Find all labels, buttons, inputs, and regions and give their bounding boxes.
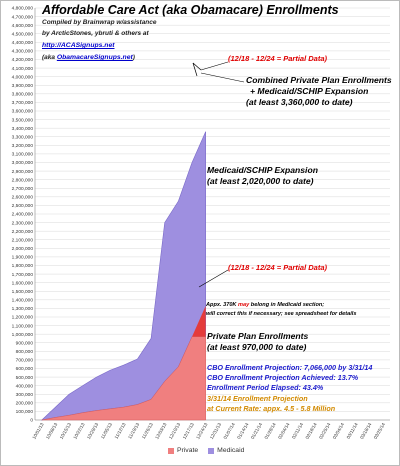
- credit-line-1: Compiled by Brainwrap w/assistance: [42, 19, 157, 26]
- legend-swatch-medicaid: [208, 447, 215, 454]
- y-tick-label: 4,400,000: [12, 40, 34, 46]
- cbo-line-3: Enrollment Period Elapsed: 43.4%: [207, 383, 324, 392]
- y-tick-label: 3,100,000: [12, 152, 34, 158]
- y-tick-label: 3,700,000: [12, 100, 34, 106]
- y-tick-label: 3,900,000: [12, 83, 34, 89]
- leader-line: [198, 269, 229, 288]
- y-tick-label: 2,700,000: [12, 186, 34, 192]
- y-tick-label: 1,900,000: [12, 255, 34, 261]
- leader-line: [200, 72, 245, 83]
- y-tick-label: 3,300,000: [12, 134, 34, 140]
- note-may: may: [238, 302, 250, 308]
- y-tick-label: 1,600,000: [12, 280, 34, 286]
- aka-prefix: (aka: [42, 54, 57, 61]
- y-tick-label: 4,000,000: [12, 74, 34, 80]
- legend-swatch-private: [168, 447, 174, 454]
- combined-line-3: (at least 3,360,000 to date): [246, 97, 353, 107]
- y-tick-label: 1,800,000: [12, 263, 34, 269]
- legend: Private Medicaid: [168, 447, 244, 454]
- y-tick-label: 1,100,000: [12, 323, 34, 329]
- y-tick-label: 2,100,000: [12, 237, 34, 243]
- y-tick-label: 400,000: [16, 383, 34, 389]
- y-tick-label: 4,100,000: [12, 66, 34, 72]
- y-tick-label: 1,400,000: [12, 298, 34, 304]
- aka-suffix: ): [132, 54, 135, 61]
- legend-item-private: Private: [168, 447, 198, 454]
- y-tick-label: 2,600,000: [12, 195, 34, 201]
- y-tick-label: 4,500,000: [12, 31, 34, 37]
- y-tick-label: 2,200,000: [12, 229, 34, 235]
- private-label-2: (at least 970,000 to date): [207, 342, 307, 352]
- combined-line-1: Combined Private Plan Enrollments: [246, 75, 392, 85]
- chart-title: Affordable Care Act (aka Obamacare) Enro…: [42, 3, 339, 17]
- y-tick-label: 2,900,000: [12, 169, 34, 175]
- legend-item-medicaid: Medicaid: [208, 447, 244, 454]
- y-axis: 0 100,000 200,000 300,000 400,000 500,000 600,…: [12, 6, 36, 424]
- leader-line: [192, 62, 202, 71]
- note-part-b: belong in Medicaid section;: [249, 302, 325, 308]
- y-tick-label: 500,000: [16, 375, 34, 381]
- projection-line-2: at Current Rate: appx. 4.5 - 5.8 Million: [207, 404, 336, 413]
- y-tick-label: 4,800,000: [12, 6, 34, 12]
- y-tick-label: 800,000: [16, 349, 34, 355]
- y-tick-label: 1,200,000: [12, 315, 34, 321]
- y-tick-label: 2,300,000: [12, 220, 34, 226]
- private-label-1: Private Plan Enrollments: [207, 331, 309, 341]
- y-tick-label: 200,000: [16, 401, 34, 407]
- y-tick-label: 900,000: [16, 340, 34, 346]
- y-tick-label: 2,400,000: [12, 212, 34, 218]
- leader-line: [192, 62, 198, 77]
- credit-line-2: by ArcticStones, ybruti & others at: [42, 30, 149, 37]
- y-tick-label: 1,500,000: [12, 289, 34, 295]
- y-tick-label: 0: [30, 418, 33, 424]
- y-tick-label: 1,300,000: [12, 306, 34, 312]
- aka-link[interactable]: ObamacareSignups.net: [56, 54, 133, 61]
- partial-data-mid: (12/18 - 12/24 = Partial Data): [228, 263, 328, 272]
- note-line-1: Appx. 370K may belong in Medicaid sectio…: [206, 302, 324, 308]
- y-tick-label: 2,500,000: [12, 203, 34, 209]
- cbo-line-2: CBO Enrollment Projection Achieved: 13.7…: [207, 373, 359, 382]
- legend-label-private: Private: [177, 447, 199, 454]
- y-tick-label: 4,700,000: [12, 14, 34, 20]
- y-tick-label: 2,000,000: [12, 246, 34, 252]
- aka-line: (aka ObamacareSignups.net): [42, 54, 135, 62]
- series-areas: [40, 131, 206, 421]
- private-partial-area: [192, 305, 206, 337]
- y-tick-label: 3,000,000: [12, 160, 34, 166]
- y-tick-label: 4,600,000: [12, 23, 34, 29]
- y-tick-label: 2,800,000: [12, 177, 34, 183]
- leader-line: [200, 61, 229, 71]
- medicaid-label-1: Medicaid/SCHIP Expansion: [207, 165, 318, 175]
- y-tick-label: 1,700,000: [12, 272, 34, 278]
- y-tick-label: 3,200,000: [12, 143, 34, 149]
- medicaid-label-2: (at least 2,020,000 to date): [207, 176, 314, 186]
- note-part-a: Appx. 370K: [206, 302, 239, 308]
- y-tick-label: 700,000: [16, 358, 34, 364]
- y-tick-label: 4,300,000: [12, 49, 34, 55]
- annotation-leaders: [192, 61, 245, 288]
- y-tick-label: 1,000,000: [12, 332, 34, 338]
- cbo-line-1: CBO Enrollment Projection: 7,066,000 by …: [207, 363, 373, 372]
- y-tick-label: 3,500,000: [12, 117, 34, 123]
- combined-line-2: + Medicaid/SCHIP Expansion: [250, 86, 369, 96]
- private-area: [41, 336, 206, 421]
- note-line-2: will correct this if necessary; see spre…: [206, 311, 357, 317]
- y-tick-label: 300,000: [16, 392, 34, 398]
- y-tick-label: 600,000: [16, 366, 34, 372]
- y-tick-label: 100,000: [16, 409, 34, 415]
- y-tick-label: 4,200,000: [12, 57, 34, 63]
- y-tick-label: 3,400,000: [12, 126, 34, 132]
- legend-label-medicaid: Medicaid: [217, 447, 245, 454]
- projection-line-1: 3/31/14 Enrollment Projection: [207, 394, 308, 403]
- y-tick-label: 3,800,000: [12, 92, 34, 98]
- partial-data-top: (12/18 - 12/24 = Partial Data): [228, 54, 328, 63]
- y-tick-label: 3,600,000: [12, 109, 34, 115]
- site-link[interactable]: http://ACASignups.net: [42, 42, 115, 49]
